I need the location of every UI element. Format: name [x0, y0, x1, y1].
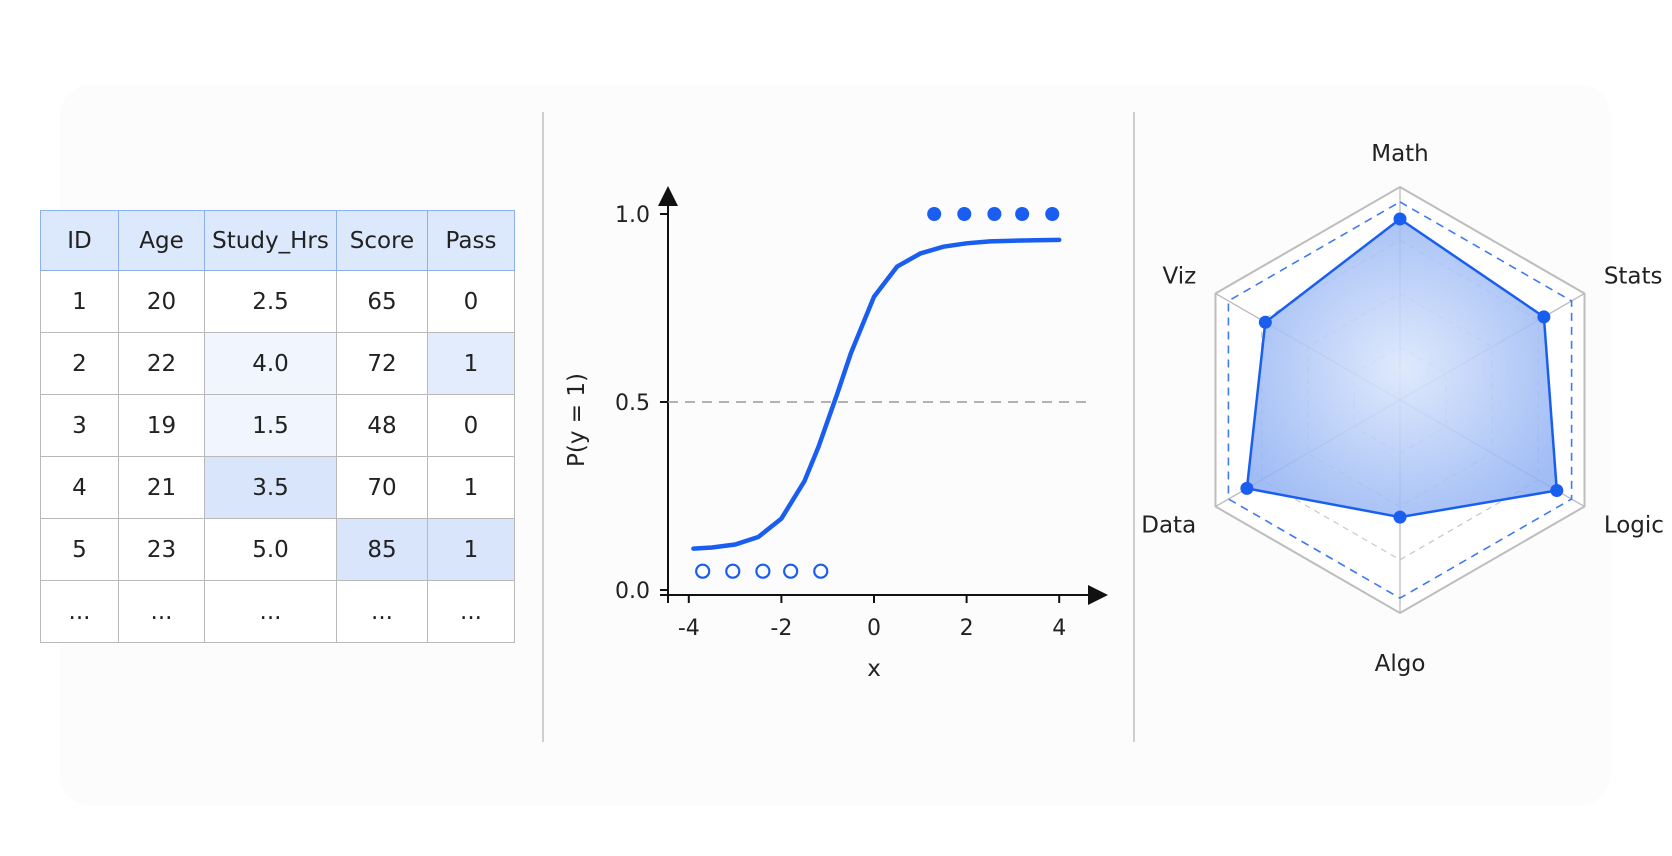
radar-vertex-point [1550, 484, 1564, 498]
table-cell: 0 [427, 394, 515, 457]
table-header-row: ID Age Study_Hrs Score Pass [40, 210, 515, 271]
x-axis-label: x [867, 656, 881, 682]
data-points [695, 207, 1060, 579]
table-cell: 2 [40, 332, 119, 395]
y-ticks: 0.0 0.5 1.0 [615, 203, 668, 604]
table-cell: 70 [336, 456, 428, 519]
radar-reference-outline [1227, 200, 1573, 600]
radar-vertex-point [1393, 212, 1407, 226]
table-cell: 5 [40, 518, 119, 581]
table-row: 1 20 2.5 65 0 [40, 270, 515, 333]
panel-divider [1133, 112, 1135, 742]
sigmoid-curve [691, 237, 1062, 551]
table-cell: 1 [40, 270, 119, 333]
table-row: ... ... ... ... ... [40, 580, 515, 643]
table-cell: ... [336, 580, 428, 643]
radar-axis-label: Stats [1604, 263, 1663, 289]
table-cell: 3.5 [204, 456, 337, 519]
table-cell: 65 [336, 270, 428, 333]
table-cell: 5.0 [204, 518, 337, 581]
table-cell: 48 [336, 394, 428, 457]
data-point-positive [957, 207, 972, 221]
x-tick-label: 4 [1052, 616, 1066, 641]
table-row: 5 23 5.0 85 1 [40, 518, 515, 581]
x-tick-label: -4 [678, 616, 700, 641]
data-point-positive [1045, 207, 1060, 221]
radar-axis-label: Logic [1604, 513, 1664, 539]
y-tick-label: 1.0 [615, 203, 650, 228]
x-ticks: -4 -2 0 2 4 [678, 595, 1066, 641]
data-point-negative [725, 563, 741, 579]
radar-labels: Math Stats Logic Algo Data Viz [1141, 141, 1664, 677]
data-point-positive [927, 207, 942, 221]
data-point-negative [813, 563, 829, 579]
radar-vertex-point [1258, 315, 1272, 329]
data-point-negative [783, 563, 799, 579]
y-tick-label: 0.5 [615, 391, 650, 416]
table-cell: 1 [427, 332, 515, 395]
table-cell: 1 [427, 456, 515, 519]
table-cell: 72 [336, 332, 428, 395]
data-point-negative [755, 563, 771, 579]
column-header-id: ID [40, 210, 119, 271]
x-tick-label: 2 [960, 616, 974, 641]
table-cell: ... [427, 580, 515, 643]
data-point-negative [695, 563, 711, 579]
radar-vertex-point [1393, 510, 1407, 524]
radar-axis-label: Algo [1375, 651, 1426, 677]
radar-axis-label: Math [1371, 141, 1429, 167]
radar-vertex-point [1537, 310, 1551, 324]
radar-axis-label: Viz [1162, 263, 1196, 289]
panel-divider [542, 112, 544, 742]
table-row: 3 19 1.5 48 0 [40, 394, 515, 457]
data-table: ID Age Study_Hrs Score Pass 1 20 2.5 65 … [40, 210, 515, 643]
radar-axis-label: Data [1141, 513, 1196, 539]
table-cell: ... [40, 580, 119, 643]
x-tick-label: 0 [867, 616, 881, 641]
data-point-positive [1015, 207, 1030, 221]
radar-vertex-point [1240, 481, 1254, 495]
y-axis-label: P(y = 1) [564, 373, 590, 467]
y-tick-label: 0.0 [615, 579, 650, 604]
table-cell: ... [204, 580, 337, 643]
table-row: 2 22 4.0 72 1 [40, 332, 515, 395]
column-header-pass: Pass [427, 210, 515, 271]
table-cell: 1 [427, 518, 515, 581]
table-cell: 2.5 [204, 270, 337, 333]
table-cell: 23 [118, 518, 205, 581]
column-header-age: Age [118, 210, 205, 271]
x-tick-label: -2 [770, 616, 792, 641]
table-cell: 85 [336, 518, 428, 581]
data-point-positive [987, 207, 1002, 221]
table-cell: 0 [427, 270, 515, 333]
table-cell: 4.0 [204, 332, 337, 395]
table-cell: ... [118, 580, 205, 643]
table-row: 4 21 3.5 70 1 [40, 456, 515, 519]
radar-series [1227, 200, 1573, 600]
